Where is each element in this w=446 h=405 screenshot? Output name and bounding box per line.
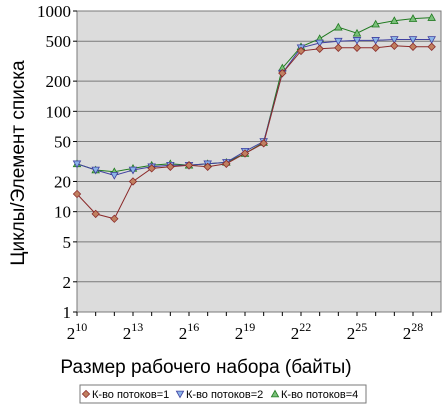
data-point	[371, 19, 380, 28]
legend: К-во потоков=1 К-во потоков=2 К-во потоков…	[79, 384, 367, 404]
data-point	[408, 36, 418, 44]
data-point	[278, 69, 287, 78]
legend-label: К-во потоков=1	[92, 389, 169, 401]
y-axis: 1 2 5 10 20 50 100 200 500 1000	[37, 2, 77, 322]
data-point	[427, 36, 436, 44]
x-tick-label: 210	[67, 320, 88, 343]
data-point	[334, 37, 343, 46]
data-point	[110, 172, 119, 180]
x-tick-label: 228	[403, 320, 424, 343]
x-tick-label: 225	[347, 320, 368, 343]
data-point	[91, 166, 100, 175]
legend-box	[79, 384, 367, 404]
y-tick-label: 1000	[37, 2, 71, 21]
legend-label: К-во потоков=4	[281, 389, 358, 401]
y-tick-label: 10	[54, 203, 71, 222]
data-point	[128, 166, 138, 175]
data-point	[203, 162, 212, 171]
data-point	[352, 43, 362, 52]
data-point	[390, 41, 399, 50]
data-point	[147, 164, 156, 173]
grid-lines	[77, 40, 441, 283]
legend-marker	[81, 389, 91, 399]
series-1	[72, 41, 436, 223]
data-point	[371, 43, 380, 52]
plot-area	[76, 10, 442, 313]
y-tick-label: 1	[63, 303, 72, 322]
data-point	[408, 14, 418, 22]
data-point	[390, 16, 399, 25]
legend-marker	[175, 390, 185, 399]
data-point	[315, 39, 324, 48]
data-point	[222, 159, 231, 168]
legend-item-2: К-во потоков=2	[175, 389, 263, 401]
data-point	[128, 177, 138, 186]
series-group	[72, 13, 436, 223]
x-axis-title: Размер рабочего набора (байты)	[60, 357, 351, 378]
series-line	[76, 38, 432, 176]
legend-item-3: К-во потоков=4	[270, 389, 358, 401]
data-point	[334, 43, 343, 52]
x-tick-label: 216	[179, 320, 200, 343]
data-point	[352, 28, 362, 37]
data-point	[91, 209, 100, 219]
data-point	[334, 22, 343, 31]
data-point	[315, 44, 324, 53]
data-point	[110, 214, 119, 223]
x-tick-label: 213	[123, 320, 144, 343]
data-point	[166, 162, 175, 171]
y-tick-label: 200	[46, 72, 72, 91]
data-point	[427, 13, 436, 21]
x-tick-label: 219	[235, 320, 256, 343]
y-axis-title: Циклы/Элемент списка	[8, 60, 29, 266]
legend-label: К-во потоков=2	[186, 389, 263, 401]
data-point	[352, 37, 362, 45]
data-point	[184, 161, 194, 170]
data-point	[259, 139, 268, 148]
data-point	[72, 160, 82, 169]
x-axis: 210 213 216 219 222 225 228	[67, 312, 433, 343]
legend-marker	[270, 389, 280, 398]
data-point	[390, 36, 399, 44]
data-point	[72, 189, 82, 199]
data-point	[371, 37, 380, 45]
y-tick-label: 100	[46, 102, 72, 121]
data-point	[408, 42, 418, 51]
y-tick-label: 2	[63, 273, 72, 292]
x-tick-label: 222	[291, 320, 312, 343]
y-tick-label: 5	[63, 233, 72, 252]
data-point	[427, 42, 436, 51]
data-point	[240, 149, 250, 158]
y-tick-label: 500	[46, 32, 72, 51]
data-point	[296, 46, 306, 56]
y-tick-label: 50	[54, 133, 71, 152]
y-tick-label: 20	[54, 172, 71, 191]
legend-item-1: К-во потоков=1	[81, 389, 169, 401]
